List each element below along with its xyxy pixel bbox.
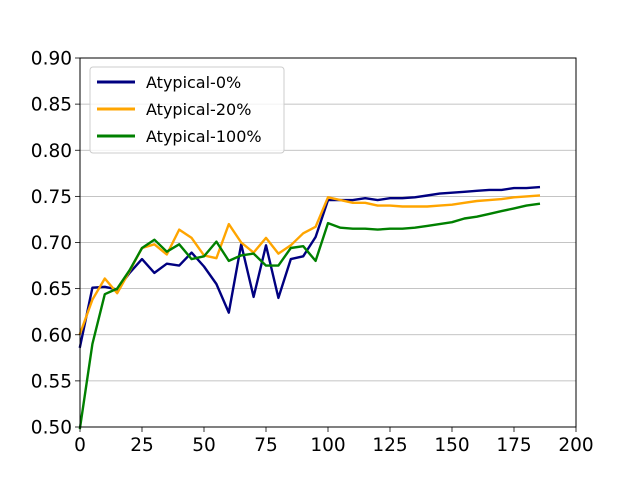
series-line-atypical-100	[78, 202, 541, 430]
y-tick-label: 0.55	[31, 371, 72, 392]
legend-label-atypical-20: Atypical-20%	[146, 100, 251, 119]
x-tick-label: 25	[130, 435, 154, 456]
y-tick-label: 0.90	[31, 49, 72, 70]
x-tick-label: 200	[558, 435, 593, 456]
y-tick-label: 0.50	[31, 418, 72, 439]
series-line-atypical-20	[78, 194, 541, 336]
x-axis-ticks: 0 25 50 75 100 125 150 175 200	[74, 427, 594, 456]
y-tick-label: 0.70	[31, 233, 72, 254]
x-tick-label: 75	[254, 435, 278, 456]
y-tick-label: 0.75	[31, 187, 72, 208]
legend: Atypical-0% Atypical-20% Atypical-100%	[89, 66, 285, 154]
y-tick-label: 0.80	[31, 141, 72, 162]
y-tick-label: 0.60	[31, 325, 72, 346]
x-tick-label: 175	[496, 435, 531, 456]
x-tick-label: 125	[372, 435, 407, 456]
y-tick-label: 0.85	[31, 95, 72, 116]
x-tick-label: 0	[74, 435, 86, 456]
y-tick-label: 0.65	[31, 279, 72, 300]
series-line-atypical-0	[78, 185, 541, 349]
series-lines	[78, 185, 541, 430]
legend-label-atypical-0: Atypical-0%	[146, 73, 241, 92]
x-tick-label: 50	[192, 435, 216, 456]
legend-box	[89, 66, 285, 154]
x-tick-label: 150	[434, 435, 469, 456]
x-tick-label: 100	[310, 435, 345, 456]
legend-label-atypical-100: Atypical-100%	[146, 127, 262, 146]
y-axis-ticks: 0.50 0.55 0.60 0.65 0.70 0.75 0.80 0.85 0.90	[31, 49, 80, 439]
